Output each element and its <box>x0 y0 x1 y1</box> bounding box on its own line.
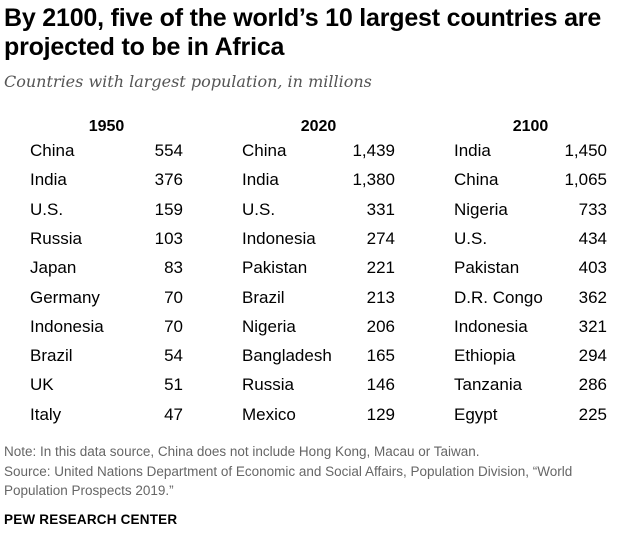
country-name: India <box>242 170 279 190</box>
table-row: Russia 146 <box>242 370 395 399</box>
table-row: China 554 <box>30 136 183 165</box>
table-row: U.S. 159 <box>30 195 183 224</box>
table-row: Ethiopia 294 <box>454 341 607 370</box>
country-name: Nigeria <box>242 316 296 336</box>
table-row: Nigeria 733 <box>454 195 607 224</box>
table-row: China 1,439 <box>242 136 395 165</box>
country-name: Tanzania <box>454 375 523 395</box>
table-row: Indonesia 321 <box>454 312 607 341</box>
country-name: Italy <box>30 404 62 424</box>
table-row: Tanzania 286 <box>454 370 607 399</box>
country-name: Ethiopia <box>454 346 516 366</box>
table-row: Japan 83 <box>30 253 183 282</box>
country-name: U.S. <box>454 228 488 248</box>
population-value: 403 <box>578 258 607 278</box>
table-row: Bangladesh 165 <box>242 341 395 370</box>
population-value: 70 <box>164 287 183 307</box>
country-name: India <box>454 141 491 160</box>
country-name: Pakistan <box>454 258 520 278</box>
country-name: Brazil <box>30 346 73 366</box>
population-value: 1,380 <box>352 170 395 190</box>
country-name: U.S. <box>242 199 276 219</box>
column-header: 2100 <box>512 118 549 135</box>
table-row: Italy 47 <box>30 400 183 429</box>
population-value: 321 <box>578 316 607 336</box>
country-name: Indonesia <box>454 316 528 336</box>
chart-subtitle: Countries with largest population, in mi… <box>4 72 372 91</box>
population-value: 294 <box>578 346 607 366</box>
country-name: Mexico <box>242 404 296 424</box>
population-value: 129 <box>366 404 395 424</box>
country-name: China <box>454 170 499 190</box>
population-value: 213 <box>366 287 395 307</box>
table-row: Brazil 54 <box>30 341 183 370</box>
population-value: 554 <box>154 141 183 160</box>
population-value: 1,065 <box>564 170 607 190</box>
table-row: Nigeria 206 <box>242 312 395 341</box>
column-header: 2020 <box>300 118 337 135</box>
table-row: India 1,450 <box>454 136 607 165</box>
population-value: 1,450 <box>564 141 607 160</box>
country-name: India <box>30 170 67 190</box>
population-value: 165 <box>366 346 395 366</box>
country-name: China <box>30 141 75 160</box>
country-name: Nigeria <box>454 199 508 219</box>
table-row: D.R. Congo 362 <box>454 283 607 312</box>
population-value: 1,439 <box>352 141 395 160</box>
table-row: China 1,065 <box>454 165 607 194</box>
country-name: D.R. Congo <box>454 287 543 307</box>
country-name: China <box>242 141 287 160</box>
population-value: 274 <box>366 228 395 248</box>
table-row: U.S. 331 <box>242 195 395 224</box>
country-name: Bangladesh <box>242 346 332 366</box>
table-row: Indonesia 70 <box>30 312 183 341</box>
source-text: Source: United Nations Department of Eco… <box>4 463 573 499</box>
population-value: 286 <box>578 375 607 395</box>
country-name: Germany <box>30 287 100 307</box>
population-value: 362 <box>578 287 607 307</box>
country-name: Japan <box>30 258 77 278</box>
population-value: 159 <box>154 199 183 219</box>
brand-logo-text: PEW RESEARCH CENTER <box>4 512 178 527</box>
country-name: Russia <box>30 228 82 248</box>
table-row: U.S. 434 <box>454 224 607 253</box>
country-name: Brazil <box>242 287 285 307</box>
table-row: Mexico 129 <box>242 400 395 429</box>
population-value: 733 <box>578 199 607 219</box>
table-row: Egypt 225 <box>454 400 607 429</box>
note-text: Note: In this data source, China does no… <box>4 444 480 459</box>
population-value: 225 <box>578 404 607 424</box>
chart-title: By 2100, five of the world’s 10 largest … <box>4 4 602 61</box>
country-name: Indonesia <box>242 228 316 248</box>
table-row: India 376 <box>30 165 183 194</box>
population-value: 54 <box>164 346 183 366</box>
population-value: 221 <box>366 258 395 278</box>
population-value: 47 <box>164 404 183 424</box>
population-value: 376 <box>154 170 183 190</box>
population-value: 331 <box>366 199 395 219</box>
table-row: Indonesia 274 <box>242 224 395 253</box>
table-row: Russia 103 <box>30 224 183 253</box>
table-row: Brazil 213 <box>242 283 395 312</box>
country-name: Pakistan <box>242 258 308 278</box>
population-value: 434 <box>578 228 607 248</box>
notes: Note: In this data source, China does no… <box>4 442 616 501</box>
country-name: Indonesia <box>30 316 104 336</box>
country-name: Russia <box>242 375 294 395</box>
population-value: 51 <box>164 375 183 395</box>
country-name: U.S. <box>30 199 64 219</box>
population-value: 70 <box>164 316 183 336</box>
table-row: Germany 70 <box>30 283 183 312</box>
population-value: 206 <box>366 316 395 336</box>
population-value: 146 <box>366 375 395 395</box>
population-value: 83 <box>164 258 183 278</box>
column-header: 1950 <box>88 118 125 135</box>
population-value: 103 <box>154 228 183 248</box>
country-name: UK <box>30 375 54 395</box>
table-row: Pakistan 403 <box>454 253 607 282</box>
table-row: Pakistan 221 <box>242 253 395 282</box>
table-row: India 1,380 <box>242 165 395 194</box>
table-row: UK 51 <box>30 370 183 399</box>
country-name: Egypt <box>454 404 498 424</box>
